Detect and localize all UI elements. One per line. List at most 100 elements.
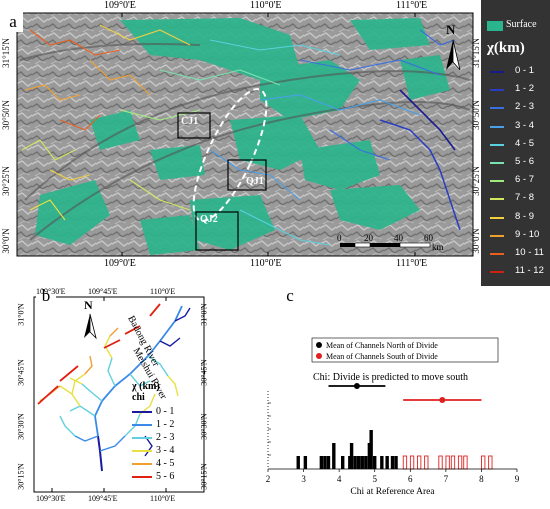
chart-annotation: Chi: Divide is predicted to move south	[313, 372, 468, 383]
chart-x-tick-label: 7	[444, 474, 449, 484]
chart-mean-point	[439, 397, 446, 403]
legend-b-label: 1 - 2	[156, 419, 175, 430]
b-lat-left-2: 30°45'N	[16, 359, 26, 386]
chart-x-tick-label: 9	[515, 474, 520, 484]
surface-swatch	[487, 21, 503, 31]
chart-bar	[326, 456, 331, 469]
panel-b-letter: b	[36, 286, 56, 306]
scale-tick-20: 20	[364, 233, 373, 243]
legend-a-label: 11 - 12	[515, 265, 544, 277]
box-qj2	[195, 211, 239, 251]
legend-a-swatch	[490, 107, 504, 110]
legend-a-swatch	[490, 162, 504, 164]
legend-a-label: 2 - 3	[515, 101, 535, 113]
legend-b-row: 4 - 5	[132, 457, 202, 470]
chart-bar	[364, 456, 368, 469]
chart-bar	[303, 456, 308, 469]
chart-legend-marker	[316, 342, 322, 348]
b-lon-top-1: 109°30'E	[36, 287, 66, 296]
legend-b-swatch	[132, 411, 152, 413]
legend-a-row: 11 - 12	[481, 263, 550, 279]
legend-b-swatch	[132, 424, 152, 426]
legend-b-title: χ (km)	[132, 381, 160, 392]
legend-a-title: χ(km)	[487, 40, 525, 56]
chart-legend-marker	[316, 353, 322, 359]
chart-bar	[323, 456, 327, 469]
lon-label-bottom-2: 110°0'E	[250, 258, 282, 269]
chart-legend-box	[311, 337, 499, 363]
legend-a-swatch	[490, 89, 504, 92]
chart-bar	[348, 456, 352, 469]
box-label-cj1: CJ1	[181, 116, 199, 127]
legend-a-row: 5 - 6	[481, 154, 550, 170]
chart-bar	[367, 443, 372, 469]
chart-bar	[394, 456, 398, 469]
legend-b-row: 5 - 6	[132, 470, 202, 483]
legend-a-label: 8 - 9	[515, 210, 535, 222]
chart-bar	[402, 455, 408, 470]
legend-b-label: 0 - 1	[156, 406, 175, 417]
river-network-a	[21, 24, 461, 246]
legend-a-row: 6 - 7	[481, 172, 550, 188]
chart-bar	[360, 456, 364, 469]
scale-tick-0: 0	[337, 233, 342, 243]
b-lon-top-3: 110°0'E	[150, 287, 176, 296]
legend-a-row: 4 - 5	[481, 136, 550, 152]
surface-patches	[35, 18, 450, 255]
chart-x-tick-label: 2	[266, 474, 271, 484]
lon-label-bottom-3: 111°0'E	[396, 258, 428, 269]
scale-tick-40: 40	[394, 233, 403, 243]
b-lat-left-4: 30°15'N	[16, 463, 26, 490]
chart-bar	[349, 443, 354, 469]
lon-label-top-1: 109°0'E	[104, 0, 136, 11]
legend-b-swatch	[132, 450, 152, 452]
box-qj1	[227, 159, 267, 191]
lon-label-top-2: 110°0'E	[250, 0, 282, 11]
chart-bar	[319, 456, 324, 469]
legend-a-swatch	[490, 271, 504, 274]
north-arrow-a	[446, 39, 461, 71]
lat-label-left-3: 30°25'N	[1, 166, 11, 196]
legend-a-row: 10 - 11	[481, 245, 550, 261]
divide-ellipse	[192, 88, 268, 222]
lat-label-left-1: 31°15'N	[1, 38, 11, 68]
chart-bar	[463, 455, 468, 470]
panel-c-letter: c	[280, 286, 300, 306]
b-lat-left-3: 30°30'N	[16, 413, 26, 440]
b-lat-left-1: 31°0'N	[16, 303, 26, 326]
chart-bar	[417, 455, 422, 470]
surface-label: Surface	[506, 19, 537, 30]
legend-a-label: 0 - 1	[515, 65, 535, 76]
b-lon-bottom-1: 109°30'E	[36, 494, 66, 503]
lat-label-right-4: 30°0'N	[471, 228, 481, 254]
legend-b-swatch	[132, 437, 152, 439]
legend-a: Surface χ(km) 0 - 1 1 - 2 2 - 3 3 - 4 4 - 5 5…	[481, 0, 550, 286]
chart-bar	[390, 456, 395, 469]
legend-a-label: 6 - 7	[515, 174, 535, 186]
chart-bar	[357, 456, 361, 469]
legend-b-label: 2 - 3	[156, 432, 175, 443]
legend-a-row: 1 - 2	[481, 81, 550, 97]
divide-segments-b	[37, 303, 161, 405]
legend-b-row: 3 - 4	[132, 444, 202, 457]
legend-a-swatch	[490, 143, 504, 146]
north-arrow-b	[84, 313, 97, 340]
lon-label-bottom-1: 109°0'E	[104, 258, 136, 269]
ridge-lines	[19, 43, 471, 241]
lat-label-left-2: 30°50'N	[1, 100, 11, 130]
chart-bar	[341, 456, 345, 469]
legend-a-swatch	[490, 234, 504, 237]
box-label-qj2: QJ2	[200, 214, 218, 225]
chart-bar	[373, 456, 377, 469]
north-label-a: N	[446, 22, 456, 37]
legend-b-swatch	[132, 476, 152, 478]
legend-b-row: 0 - 1	[132, 405, 202, 418]
legend-a-row: 0 - 1	[481, 63, 550, 79]
legend-b-swatch	[132, 463, 152, 465]
legend-a-swatch	[490, 125, 504, 128]
panel-a-map	[16, 12, 474, 257]
lon-label-top-3: 111°0'E	[396, 0, 428, 11]
chart-bar	[457, 455, 463, 470]
b-lon-bottom-2: 109°45'E	[88, 494, 118, 503]
box-cj1	[177, 112, 211, 139]
